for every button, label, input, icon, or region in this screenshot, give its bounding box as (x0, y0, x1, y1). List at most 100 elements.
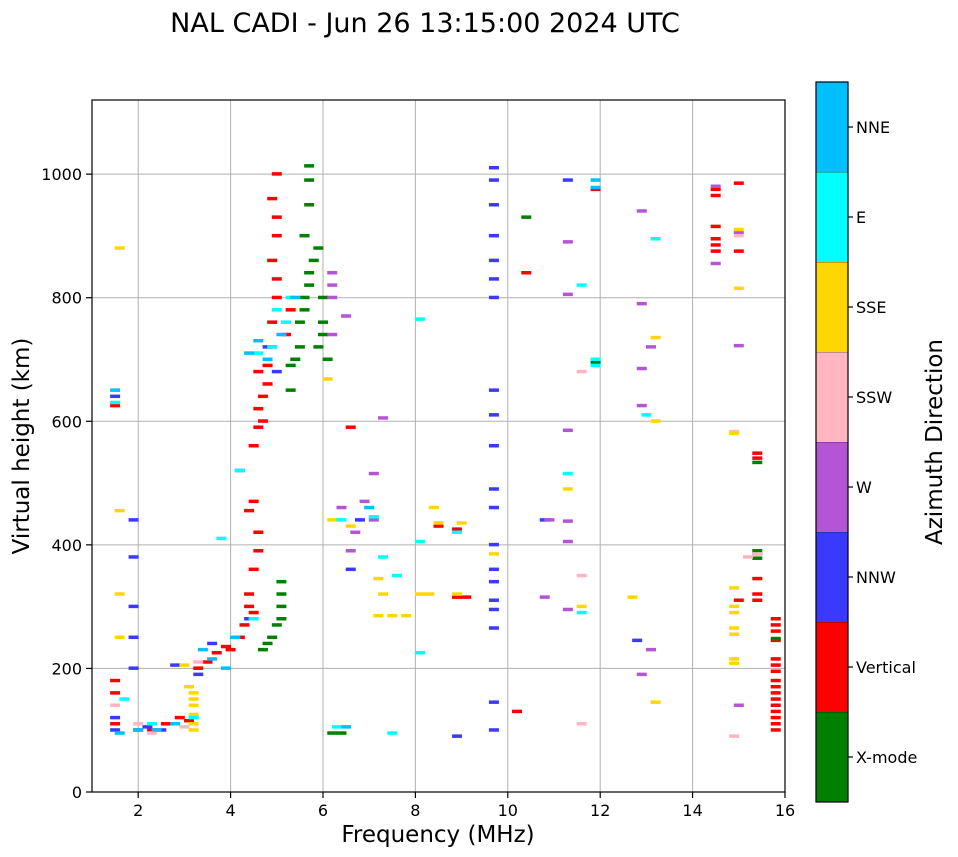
colorbar-tick-label: W (856, 478, 872, 497)
echo-point (646, 647, 657, 652)
echo-point (128, 635, 139, 640)
echo-point (262, 357, 273, 361)
echo-point (276, 332, 287, 337)
echo-point (562, 519, 573, 523)
echo-point (170, 722, 181, 726)
echo-point (257, 419, 268, 423)
echo-point (327, 295, 338, 300)
echo-point (373, 613, 384, 618)
echo-point (299, 308, 310, 312)
series-vertical (110, 172, 781, 732)
echo-point (576, 573, 587, 578)
colorbar-swatch (816, 442, 848, 532)
echo-point (752, 549, 763, 553)
echo-point (590, 187, 601, 192)
x-tick-label: 4 (226, 801, 236, 820)
y-tick-label: 1000 (41, 165, 82, 184)
echo-point (632, 638, 643, 643)
echo-point (262, 363, 273, 368)
echo-point (271, 295, 282, 300)
echo-point (253, 406, 264, 411)
echo-point (110, 403, 121, 408)
echo-point (590, 185, 601, 190)
echo-point (128, 518, 139, 522)
echo-point (710, 261, 721, 266)
echo-point (114, 731, 125, 735)
series-e (110, 237, 661, 735)
echo-point (304, 271, 315, 275)
echo-point (188, 691, 199, 695)
colorbar-label: Azimuth Direction (922, 339, 948, 545)
y-tick-label: 0 (72, 783, 82, 802)
echo-point (488, 178, 499, 182)
echo-point (193, 666, 204, 670)
echo-point (341, 314, 352, 318)
echo-point (636, 403, 647, 408)
echo-point (729, 431, 740, 436)
echo-point (488, 258, 499, 263)
echo-point (488, 700, 499, 704)
colorbar-swatch (816, 262, 848, 352)
echo-point (729, 734, 740, 738)
x-axis-label: Frequency (MHz) (341, 822, 534, 848)
echo-point (415, 317, 426, 321)
echo-point (415, 592, 426, 596)
echo-point (253, 338, 264, 343)
echo-point (248, 444, 259, 448)
echo-point (318, 295, 328, 300)
echo-point (327, 332, 338, 337)
echo-point (729, 610, 740, 615)
chart-title: NAL CADI - Jun 26 13:15:00 2024 UTC (170, 8, 680, 39)
echo-point (488, 579, 499, 584)
echo-point (188, 728, 199, 732)
echo-point (267, 635, 278, 640)
echo-point (184, 718, 195, 723)
echo-point (304, 283, 315, 287)
echo-point (220, 666, 231, 670)
colorbar-tick-label: SSW (856, 388, 892, 407)
echo-point (378, 416, 389, 420)
series-nnw (110, 165, 643, 738)
echo-point (456, 521, 467, 525)
echo-point (147, 731, 158, 735)
x-tick-label: 6 (318, 801, 328, 820)
echo-point (110, 691, 121, 695)
echo-point (770, 722, 781, 726)
echo-point (110, 722, 121, 726)
echo-point (488, 388, 499, 392)
echo-point (244, 604, 255, 609)
echo-point (770, 636, 781, 641)
echo-point (488, 444, 499, 448)
echo-point (248, 610, 259, 615)
echo-point (646, 345, 657, 349)
echo-point (451, 592, 462, 596)
echo-point (752, 598, 763, 602)
echo-point (729, 586, 740, 590)
echo-point (636, 209, 647, 213)
echo-point (576, 283, 587, 287)
echo-point (770, 728, 781, 732)
echo-point (244, 351, 255, 355)
colorbar-swatch (816, 172, 848, 262)
echo-point (461, 595, 472, 599)
echo-point (488, 567, 499, 572)
echo-point (488, 505, 499, 510)
echo-point (257, 394, 268, 399)
echo-point (110, 388, 121, 392)
echo-point (327, 283, 338, 287)
echo-point (248, 617, 259, 621)
echo-point (710, 224, 721, 229)
echo-point (650, 700, 661, 704)
echo-point (110, 703, 121, 707)
echo-point (188, 697, 199, 701)
echo-point (636, 366, 647, 371)
echo-point (729, 657, 740, 661)
echo-point (267, 320, 278, 324)
x-tick-label: 16 (775, 801, 795, 820)
echo-point (451, 530, 462, 534)
echo-point (451, 595, 462, 599)
echo-point (733, 230, 744, 235)
echo-point (207, 641, 218, 646)
echo-point (271, 369, 282, 374)
echo-point (304, 164, 315, 168)
